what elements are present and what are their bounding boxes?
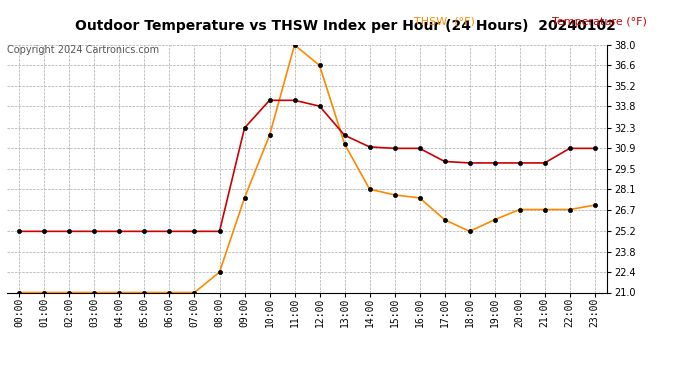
Text: THSW  (°F): THSW (°F) [414, 17, 475, 27]
Text: Copyright 2024 Cartronics.com: Copyright 2024 Cartronics.com [7, 45, 159, 55]
Text: Outdoor Temperature vs THSW Index per Hour (24 Hours)  20240102: Outdoor Temperature vs THSW Index per Ho… [75, 19, 615, 33]
Text: Temperature (°F): Temperature (°F) [552, 17, 647, 27]
